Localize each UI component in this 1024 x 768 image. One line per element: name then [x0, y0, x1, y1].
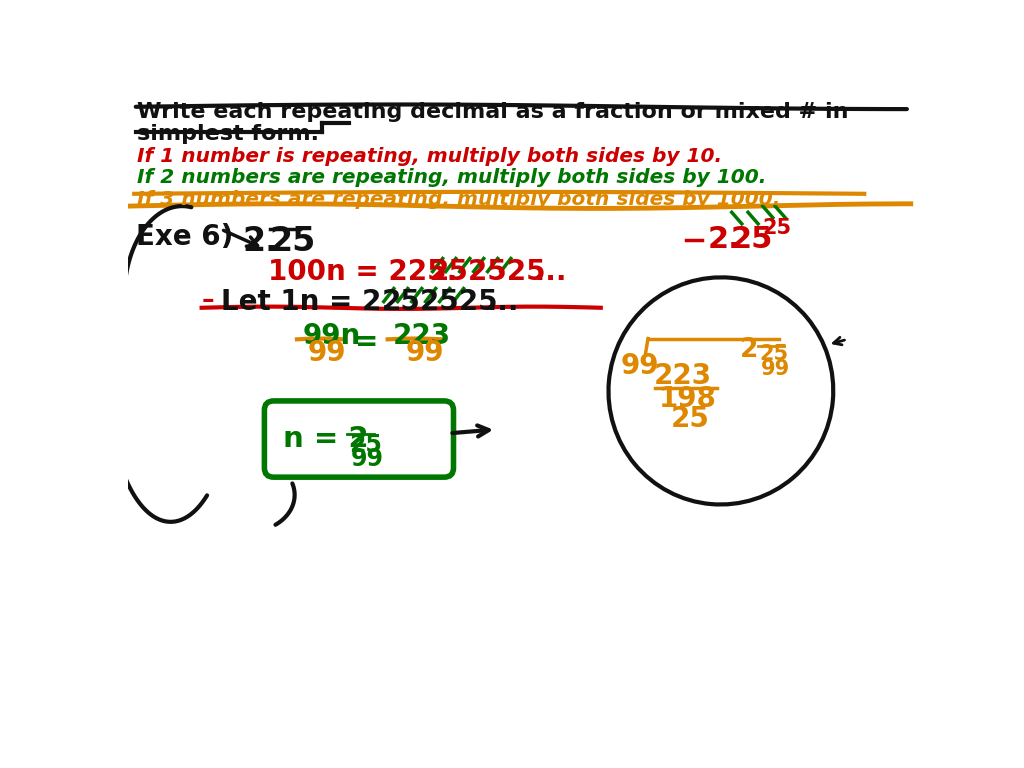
Text: 2: 2: [740, 337, 759, 363]
Text: 100n = 225.: 100n = 225.: [267, 258, 457, 286]
Text: ...: ...: [477, 288, 518, 316]
Text: =: =: [355, 328, 379, 356]
Text: 25: 25: [671, 405, 710, 433]
Text: 99: 99: [621, 353, 658, 380]
Text: If 3 numbers are repeating, multiply both sides by 1000.: If 3 numbers are repeating, multiply bot…: [137, 190, 780, 209]
Text: 252525: 252525: [382, 288, 499, 316]
Text: Let 1n = 2.: Let 1n = 2.: [221, 288, 392, 316]
Text: 198: 198: [658, 385, 717, 412]
Text: 99n: 99n: [302, 322, 360, 349]
Text: 2.: 2.: [708, 224, 740, 253]
Text: 99: 99: [761, 359, 791, 379]
Text: 25: 25: [731, 224, 773, 253]
Text: 223: 223: [653, 362, 712, 389]
Text: Exe 6): Exe 6): [136, 223, 233, 251]
Text: 99: 99: [308, 339, 346, 366]
Text: If 1 number is repeating, multiply both sides by 10.: If 1 number is repeating, multiply both …: [137, 147, 722, 166]
Text: 223: 223: [393, 322, 452, 349]
Text: 99: 99: [406, 339, 444, 366]
Text: 2.: 2.: [243, 224, 279, 257]
Text: ...: ...: [524, 258, 566, 286]
Text: 99: 99: [350, 447, 383, 471]
Text: 252525: 252525: [430, 258, 547, 286]
Text: 25: 25: [270, 224, 316, 257]
Text: Write each repeating decimal as a fraction or mixed # in: Write each repeating decimal as a fracti…: [137, 102, 849, 122]
Text: –: –: [202, 288, 214, 312]
Text: If 2 numbers are repeating, multiply both sides by 100.: If 2 numbers are repeating, multiply bot…: [137, 168, 767, 187]
Text: 25: 25: [762, 218, 792, 238]
Text: 25: 25: [760, 344, 788, 364]
Text: simplest form.: simplest form.: [137, 124, 319, 144]
Text: n = 2: n = 2: [283, 425, 369, 453]
Text: 25: 25: [349, 432, 382, 456]
